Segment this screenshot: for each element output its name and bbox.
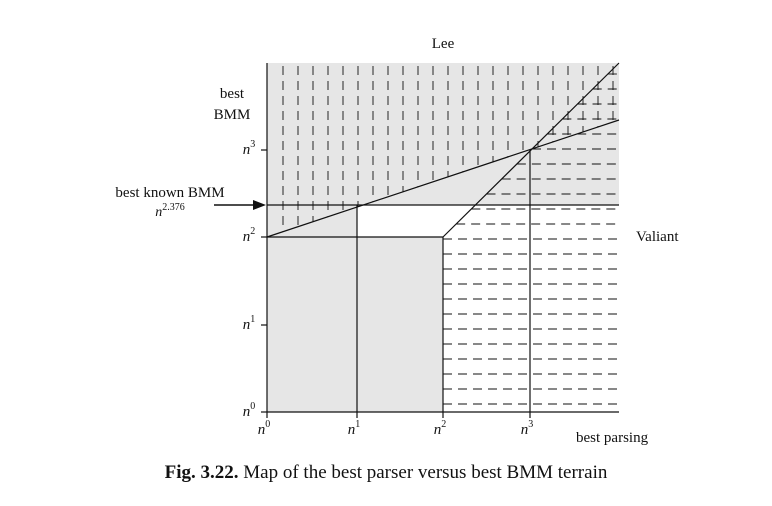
figure-caption: Fig. 3.22. Map of the best parser versus… [0, 462, 772, 484]
best-known-bmm-exponent-label: n2.376 [155, 202, 185, 220]
caption-label: Fig. 3.22. [164, 462, 239, 483]
valiant-diagonal-line [442, 62, 620, 238]
upper-shaded-region [267, 63, 619, 205]
y-tick-label-n2: n2 [243, 226, 256, 245]
white-gap-region [357, 205, 476, 237]
annotation-arrow [214, 200, 266, 210]
x-tick-label-n2: n2 [434, 419, 447, 438]
y-axis-title-line1: best [220, 86, 245, 102]
valiant-label: Valiant [636, 229, 679, 245]
x-axis-title: best parsing [576, 430, 649, 446]
shaded-regions [267, 63, 619, 412]
y-axis-title-line2: BMM [214, 107, 251, 123]
arrow-head [253, 200, 266, 210]
lee-diagonal-line [266, 119, 620, 238]
horizontal-hatching [443, 73, 619, 405]
y-tick-label-n3: n3 [243, 139, 256, 158]
annotation-base: n [155, 205, 162, 220]
bottom-right-region [443, 237, 619, 412]
tick-marks [261, 149, 531, 418]
x-tick-label-n1: n1 [348, 419, 361, 438]
lee-label: Lee [432, 36, 455, 52]
annotation-exp: 2.376 [162, 202, 185, 213]
caption-text: Map of the best parser versus best BMM t… [243, 462, 608, 483]
x-tick-label-n0: n0 [258, 419, 271, 438]
x-tick-label-n3: n3 [521, 419, 534, 438]
vertical-hatching [282, 66, 614, 232]
y-tick-label-n0: n0 [243, 401, 256, 420]
bottom-shaded-region [267, 237, 443, 412]
best-known-bmm-label: best known BMM [115, 185, 224, 201]
y-tick-label-n1: n1 [243, 314, 256, 333]
